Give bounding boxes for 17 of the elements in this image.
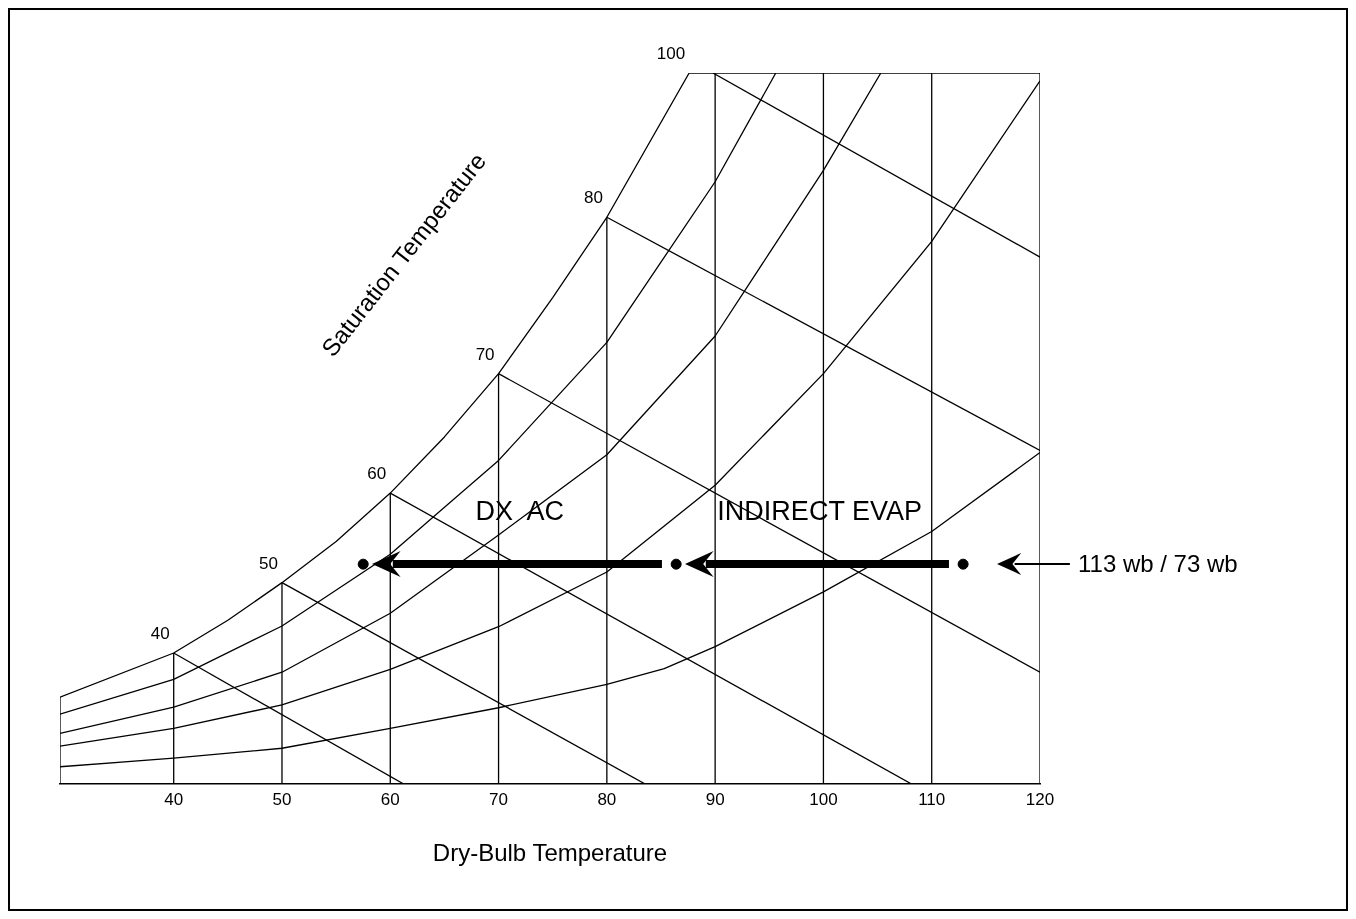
x-axis-title: Dry-Bulb Temperature bbox=[432, 839, 668, 867]
x-tick-label: 60 bbox=[380, 789, 400, 809]
text: 113 wb / 73 wb bbox=[1078, 549, 1238, 577]
x-tick-label: 110 bbox=[918, 789, 946, 809]
x-tick-label: 100 bbox=[809, 789, 838, 809]
x-tick-label: 70 bbox=[489, 789, 509, 809]
x-tick-label: 90 bbox=[705, 789, 725, 809]
annotation: 70 bbox=[475, 344, 495, 364]
x-tick-label: 80 bbox=[597, 789, 617, 809]
annotation: 50 bbox=[259, 553, 278, 573]
annotation: 60 bbox=[367, 464, 387, 484]
x-tick-label: 40 bbox=[164, 789, 184, 809]
x-tick-label: 50 bbox=[272, 789, 292, 809]
annotation: 40 bbox=[150, 624, 170, 644]
annotation: 100 bbox=[656, 44, 686, 64]
x-tick-label: 120 bbox=[1025, 789, 1055, 809]
annotation: 80 bbox=[583, 188, 603, 208]
